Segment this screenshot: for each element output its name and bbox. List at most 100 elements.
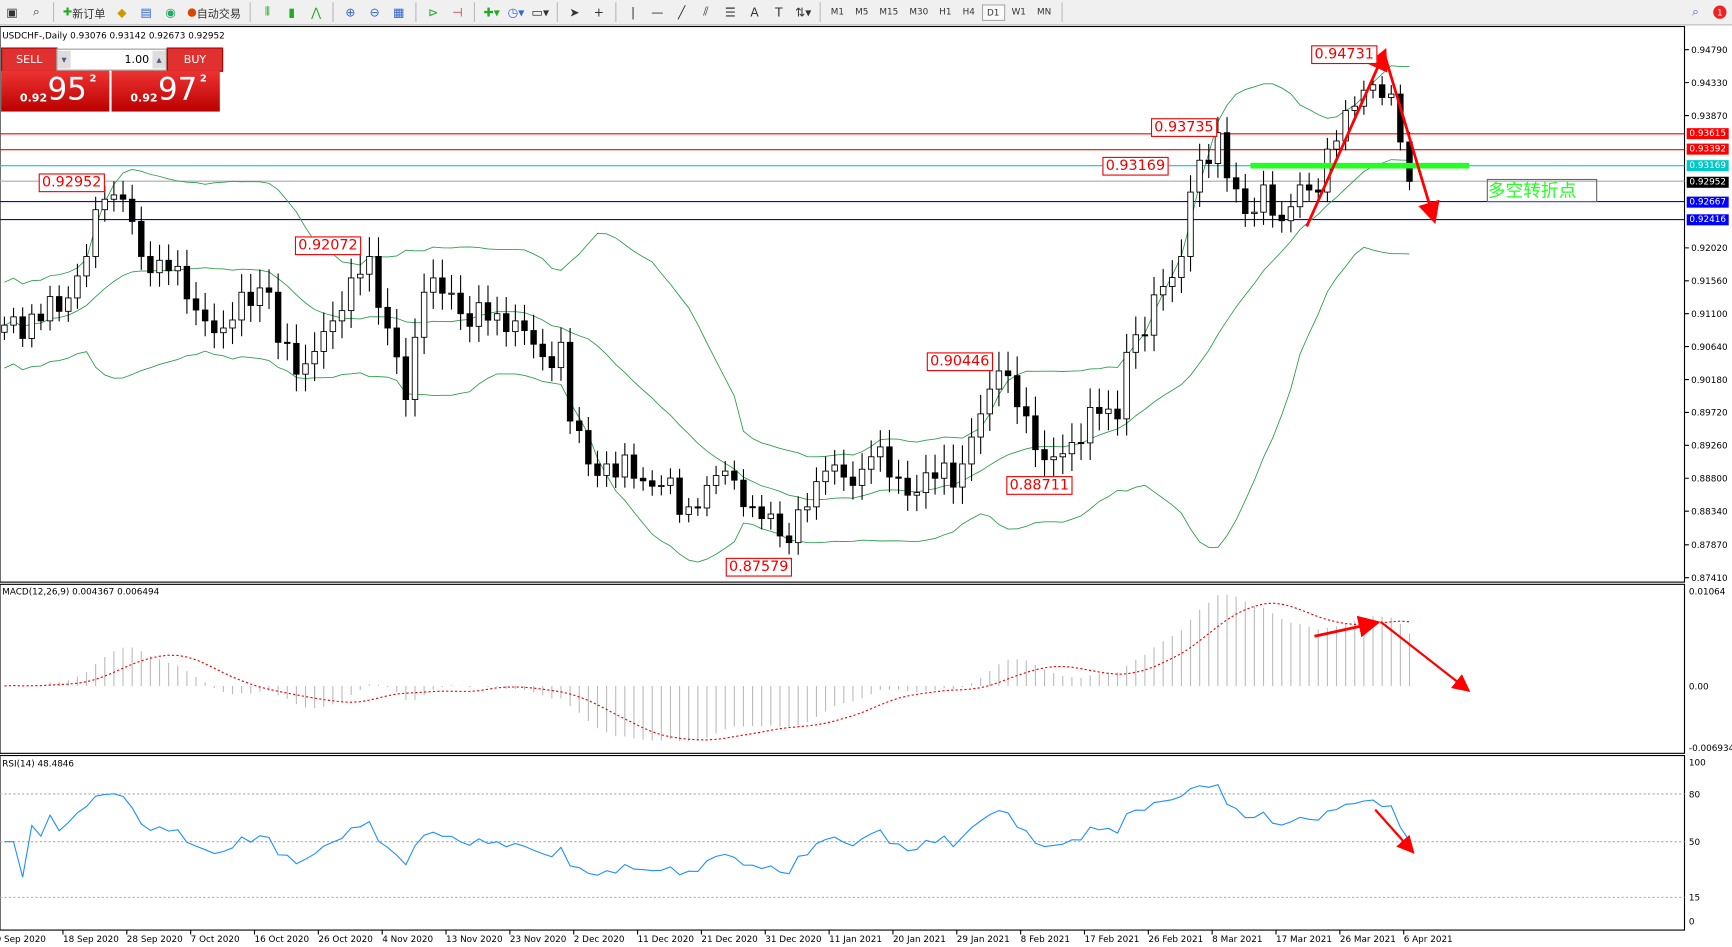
pivot-text-label[interactable]: 多空转折点 [1486,178,1598,203]
price-tick-label: 0.94330 [1691,79,1728,89]
candle-body [65,297,72,312]
zoom-out-icon[interactable]: ⊖ [369,4,380,20]
candle-body [968,436,975,465]
candle-body [758,506,765,520]
price-label-high[interactable]: 0.94731 [1311,45,1378,65]
candlestick-icon[interactable]: ▮ [288,4,296,20]
price-label-pivot[interactable]: 0.93169 [1102,156,1169,176]
candle [977,394,984,455]
candle [238,274,245,337]
price-tick-label: 0.91100 [1691,310,1728,320]
price-label-feb-high[interactable]: 0.90446 [926,352,993,372]
trendline-icon[interactable]: ╱ [678,4,686,20]
market-watch-icon[interactable]: ◆ [117,4,127,20]
signals-icon[interactable]: ◉ [165,4,176,20]
timeframe-d1[interactable]: D1 [981,3,1005,21]
candle [658,475,665,496]
candle [895,459,902,494]
horizontal-line-icon[interactable]: — [651,4,664,20]
timeframe-h1[interactable]: H1 [939,6,952,17]
divider [332,2,334,23]
bollinger-lower [4,246,1410,563]
text-icon[interactable]: A [750,4,759,20]
candle [1178,239,1185,293]
indicators-icon[interactable]: ✚▾ [483,4,500,20]
timeframe-m1[interactable]: M1 [830,6,845,17]
buy-price-prefix: 0.92 [130,92,158,105]
sell-button[interactable]: SELL [1,47,58,72]
candle [430,259,437,309]
candle-body [576,420,583,431]
templates-icon[interactable]: ▭▾ [531,4,550,20]
candle [995,351,1003,407]
bar-chart-icon[interactable]: ⫴ [264,4,271,19]
buy-price[interactable]: 0.92 97 2 [111,70,220,112]
candle-body [1105,408,1112,414]
new-chart-icon[interactable]: ▣ [6,4,18,20]
text-label-icon[interactable]: T [775,4,783,20]
candle-body [685,506,692,515]
navigator-icon[interactable]: ▤ [140,4,152,20]
equidistant-channel-icon[interactable]: ⫽ [703,4,709,19]
candle-body [484,302,492,321]
timeframe-m5[interactable]: M5 [855,6,869,17]
date-tick-label: 23 Nov 2020 [510,935,567,945]
timeframe-w1[interactable]: W1 [1011,6,1026,17]
line-chart-icon[interactable]: ⋀ [311,4,322,20]
candle-body [703,484,711,509]
price-label-feb-low[interactable]: 0.88711 [1006,476,1073,495]
sell-price[interactable]: 0.92 95 2 [1,70,110,112]
candle [822,456,829,495]
candle-body [55,296,63,312]
zoom-window-icon[interactable]: ⌕ [33,4,40,19]
candle-body [83,256,90,277]
tile-windows-icon[interactable]: ▦ [393,4,405,20]
candle [320,312,327,369]
candle [1169,260,1176,303]
price-label-mar-high[interactable]: 0.93735 [1150,118,1217,137]
candle-body [393,327,400,358]
buy-button[interactable]: BUY [166,47,224,72]
candle [940,444,948,495]
candle [904,460,911,511]
fibonacci-icon[interactable]: ☰ [724,4,736,20]
candle [849,461,857,500]
arrows-icon[interactable]: ⇅▾ [795,4,812,20]
auto-scroll-icon[interactable]: ⊳ [428,4,439,20]
cursor-icon[interactable]: ➤ [569,4,580,20]
candle [192,282,200,326]
timeframe-m15[interactable]: M15 [879,6,899,17]
decrease-lot-icon[interactable]: ▼ [57,50,71,69]
auto-trading-button[interactable]: ● 自动交易 [185,2,243,22]
date-tick-label: 8 Feb 2021 [1021,935,1070,945]
search-icon[interactable]: ⌕ [1692,4,1699,19]
level-tag: 0.92416 [1686,214,1729,226]
chart-shift-icon[interactable]: ⊣ [452,4,463,20]
down-trend-arrow [1382,52,1440,224]
lot-size-stepper[interactable]: ▼ 1.00 ▲ [56,48,167,71]
candle-body [37,313,45,322]
lot-size-input[interactable]: 1.00 [124,53,150,66]
timeframe-mn[interactable]: MN [1036,6,1052,17]
candle [649,470,656,496]
price-label-sep-high[interactable]: 0.92952 [38,173,105,193]
price-tick-label: 0.91560 [1691,277,1728,287]
macd-axis-label: -0.006934 [1689,744,1732,754]
timeframe-h4[interactable]: H4 [962,6,975,17]
price-label-dec-low[interactable]: 0.87579 [725,557,792,577]
crosshair-icon[interactable]: + [593,4,604,20]
increase-lot-icon[interactable]: ▲ [152,50,166,69]
notification-icon[interactable]: 1 [1710,2,1730,22]
zoom-in-icon[interactable]: ⊕ [345,4,356,20]
candle-body [694,506,702,509]
vertical-line-icon[interactable]: | [631,4,636,20]
candle-body [147,256,154,274]
candle [794,496,802,555]
candle-body [1278,214,1285,222]
periods-icon[interactable]: ◷▾ [507,4,525,20]
candle-body [430,277,437,293]
timeframe-m30[interactable]: M30 [909,6,929,17]
price-label-oct-high[interactable]: 0.92072 [294,236,361,256]
new-order-button[interactable]: ✚ 新订单 [61,2,108,22]
